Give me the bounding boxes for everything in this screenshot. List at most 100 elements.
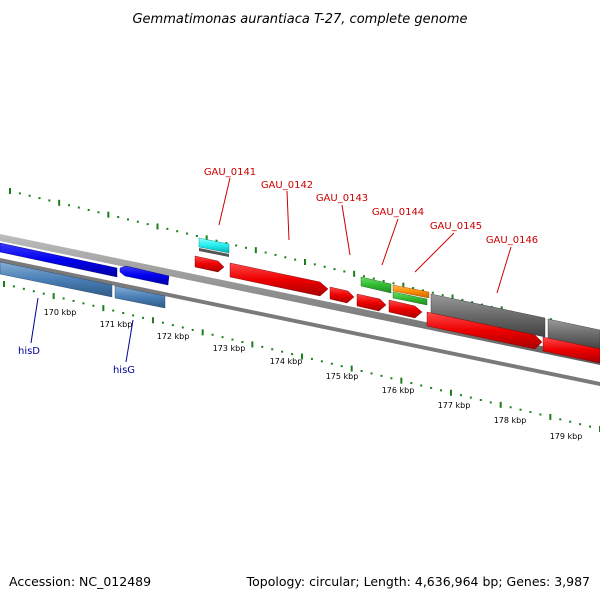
tick-mark [281,350,284,353]
tick-mark [382,279,385,282]
tick-mark [343,270,346,273]
label-gau-0144: GAU_0144 [372,207,424,218]
tick-label: 174 kbp [270,357,303,366]
tick-label: 170 kbp [44,308,77,317]
tick-mark [519,408,522,411]
tick-mark [479,399,482,401]
tick-mark [9,188,11,194]
tick-mark [301,353,303,360]
tick-mark [440,389,443,392]
tick-mark [291,353,294,356]
label-hisD: hisD [18,346,40,357]
tick-mark [136,220,139,223]
tick-mark [469,396,472,399]
tick-mark [400,377,403,384]
tick-mark [156,223,159,230]
label-leader [125,319,134,363]
tick-mark [68,204,70,207]
gene-block [547,318,600,351]
tick-mark [410,382,413,385]
gene-block [114,285,166,309]
tick-mark [431,291,434,294]
tick-mark [48,199,51,202]
tick-mark [171,324,174,327]
tick-mark [97,211,100,214]
tick-mark [205,235,208,242]
tick-mark [176,230,179,233]
named-gene-labels: hisD hisG [18,297,135,376]
tick-mark [569,420,572,423]
tick-mark [225,242,228,245]
genome-summary: Topology: circular; Length: 4,636,964 bp… [246,574,590,589]
tick-mark [559,418,562,421]
label-leader [414,232,455,273]
tick-mark [12,285,15,288]
tick-mark [294,258,297,261]
tick-label: 179 kbp [550,432,583,441]
label-hisG: hisG [113,365,135,376]
gene-block [0,242,118,278]
backbone-line-lower [0,258,600,386]
label-leader [218,177,231,226]
tick-mark [360,370,363,372]
tick-mark [231,338,234,341]
gene-block [0,261,113,298]
tick-mark [146,223,149,226]
gene-block [356,293,387,312]
tick-mark [127,218,129,221]
backbone [0,234,600,386]
tick-mark [28,194,31,197]
tick-mark [142,316,145,319]
tick-mark [181,326,184,329]
tick-label: 178 kbp [494,416,527,425]
label-leader [286,190,290,241]
tick-mark [509,406,512,409]
tick-mark [420,384,423,387]
tick-mark [92,304,95,307]
tick-mark [72,299,75,302]
gene-gau-0142 [229,262,329,297]
tick-mark [215,239,218,242]
tick-mark [166,227,169,230]
tick-mark [549,413,552,420]
tick-mark [3,281,5,287]
tick-mark [284,256,287,259]
gene-block [119,265,170,286]
tick-mark [186,232,188,235]
tick-mark [261,345,264,348]
tick-mark [77,206,80,209]
gene-gau-0146 [430,293,546,338]
tick-label: 177 kbp [438,401,471,410]
tick-mark [251,341,254,348]
label-leader [30,297,39,344]
label-gau-0143: GAU_0143 [316,193,368,204]
backbone-line [0,234,600,365]
tick-mark [122,312,125,314]
gene-gau-0141 [198,237,230,254]
tick-mark [451,294,454,301]
map-title: Gemmatimonas aurantiaca T-27, complete g… [132,12,467,27]
tick-label: 171 kbp [100,320,133,329]
tick-mark [402,282,405,289]
tick-mark [38,197,41,200]
label-gau-0146: GAU_0146 [486,235,538,246]
tick-mark [235,244,238,247]
tick-mark [241,341,244,343]
gene-block [392,291,428,306]
gene-block [388,299,423,319]
tick-mark [392,282,395,285]
tick-mark [152,317,154,324]
tick-mark [102,305,105,312]
label-gau-0145: GAU_0145 [430,221,482,232]
tick-label: 175 kbp [326,372,359,381]
gene-block [426,311,543,350]
tick-mark [370,372,373,375]
tick-mark [450,389,452,396]
tick-mark [254,247,257,254]
tick-mark [353,270,356,277]
tick-mark [304,259,306,265]
label-leader [381,218,399,266]
gene-block [194,255,225,273]
tick-mark [589,425,592,428]
